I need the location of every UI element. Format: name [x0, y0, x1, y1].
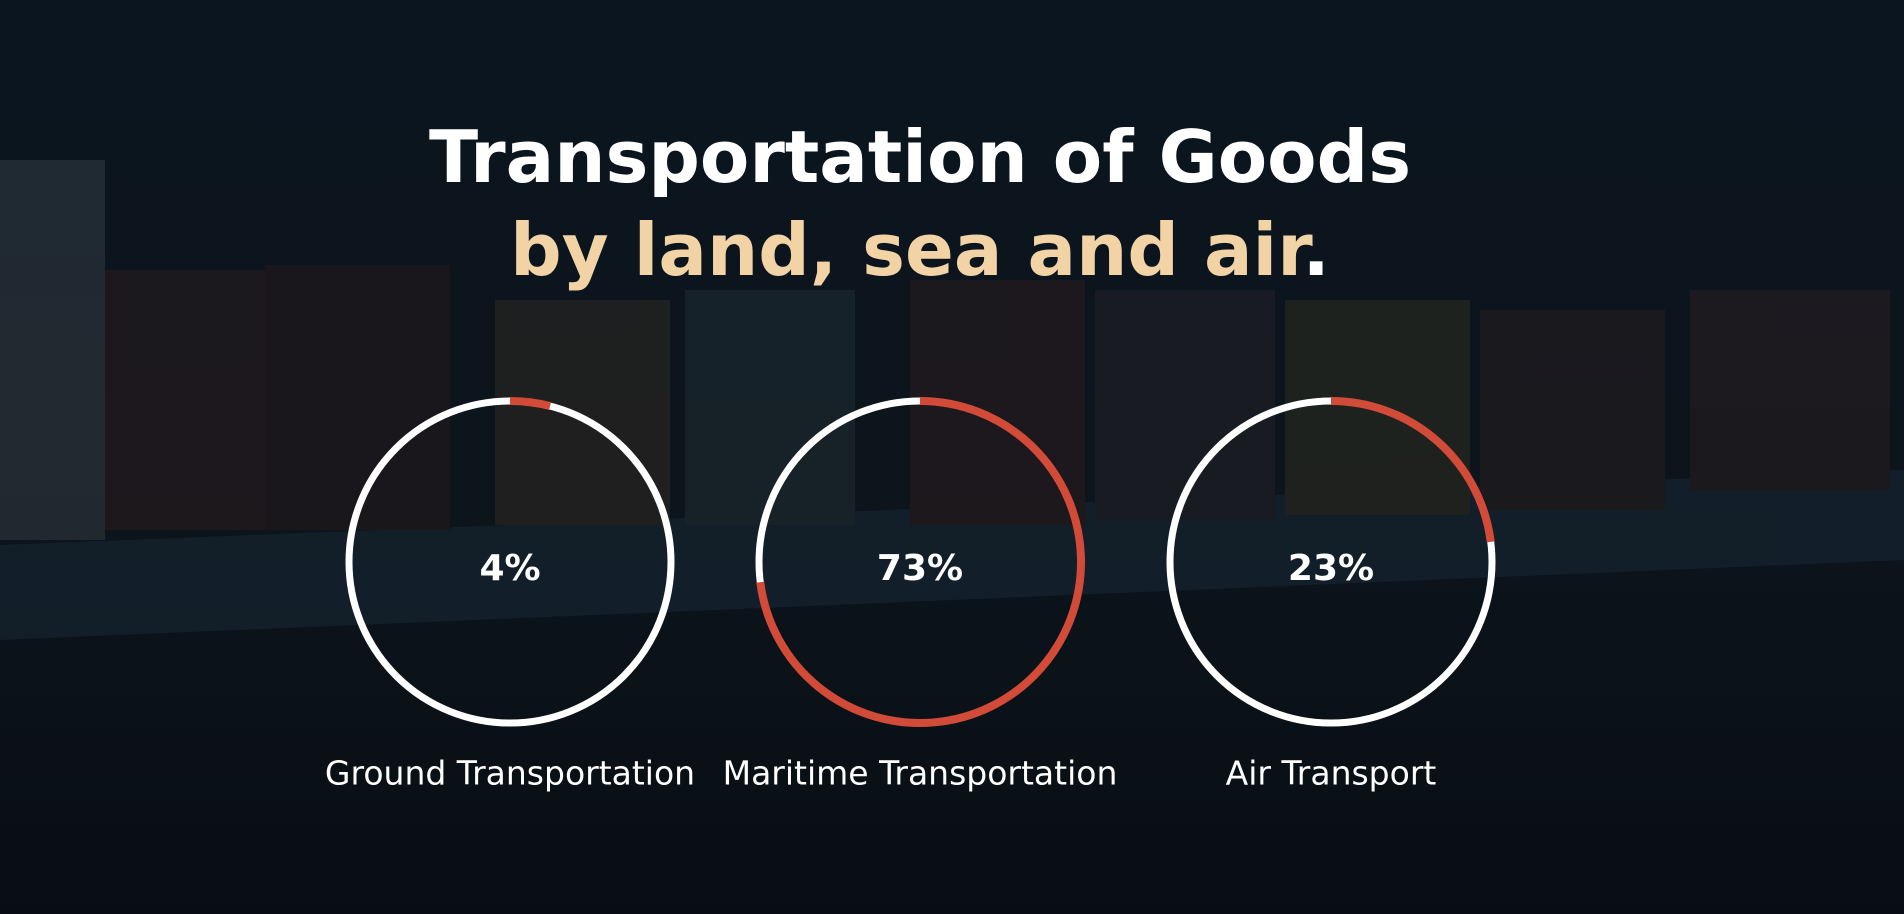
ring-arc	[1330, 397, 1495, 543]
ring-arc	[509, 397, 552, 410]
ring-value-label: 73%	[877, 548, 963, 589]
ring-value-label: 23%	[1288, 548, 1374, 589]
title: Transportation of Goods	[429, 115, 1411, 199]
ring-value-label: 4%	[479, 548, 540, 589]
ring-arc	[756, 397, 1085, 727]
subtitle: by land, sea and air.	[510, 208, 1330, 292]
subtitle-text: by land, sea and air	[510, 208, 1313, 292]
ring-caption: Maritime Transportation	[723, 754, 1118, 793]
ring-caption: Air Transport	[1226, 754, 1437, 793]
ship-illustration	[0, 160, 1904, 640]
ring-caption: Ground Transportation	[325, 754, 695, 793]
subtitle-end: .	[1302, 208, 1329, 292]
